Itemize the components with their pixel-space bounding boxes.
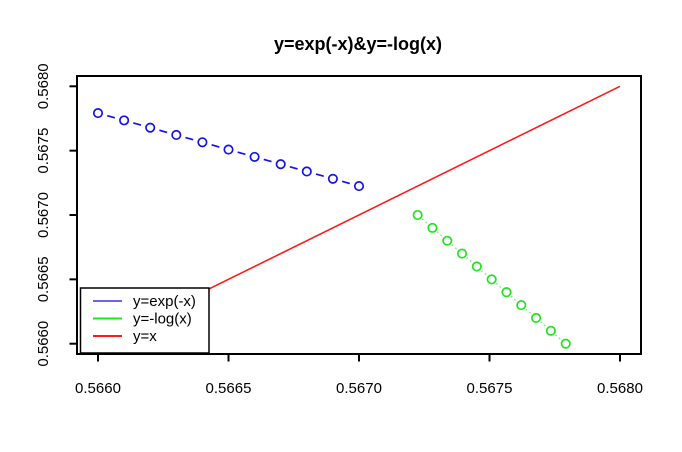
dot-segment (421, 218, 429, 225)
data-point (197, 137, 208, 148)
legend: y=exp(-x)y=-log(x)y=x (79, 287, 210, 354)
data-point (412, 209, 423, 221)
data-point (249, 151, 260, 162)
data-point (427, 222, 438, 233)
dot-segment (525, 308, 533, 315)
y-tick-label: 0.5675 (35, 128, 52, 174)
data-point (516, 300, 527, 311)
legend-entry-label: y=x (133, 328, 157, 345)
data-point (92, 108, 104, 119)
data-point (301, 166, 312, 177)
dot-segment (540, 321, 547, 328)
y-tick-label: 0.5660 (35, 321, 52, 367)
data-point (456, 248, 468, 259)
data-point (145, 122, 156, 133)
x-tick-label: 0.5675 (467, 380, 513, 397)
dash-segment (341, 180, 351, 185)
axes: 0.5660 0.5665 0.5670 0.5675 0.5680 0.5660 0.56… (35, 63, 643, 397)
y-tick-label: 0.5670 (35, 192, 52, 238)
series-neglog (412, 209, 571, 349)
dot-segment (495, 282, 503, 289)
dot-segment (466, 257, 473, 264)
dash-segment (315, 173, 324, 178)
data-point (171, 129, 182, 141)
dash-segment (237, 151, 246, 156)
data-point (353, 181, 365, 192)
data-point (545, 325, 556, 336)
data-point (486, 274, 497, 285)
dot-segment (480, 269, 488, 276)
x-tick-label: 0.5670 (336, 380, 382, 397)
dash-segment (289, 165, 298, 170)
series-exp (92, 108, 365, 192)
legend-entry-label: y=-log(x) (133, 311, 192, 328)
data-point (223, 144, 234, 155)
y-tick-label: 0.5665 (35, 256, 52, 302)
dash-segment (211, 144, 220, 148)
dash-segment (106, 114, 116, 119)
data-point (275, 159, 286, 170)
data-point (471, 261, 482, 272)
dash-segment (133, 122, 142, 126)
dot-segment (510, 295, 518, 302)
data-point (119, 115, 130, 126)
dash-segment (185, 136, 194, 141)
data-point (327, 173, 338, 184)
dot-segment (436, 231, 444, 238)
data-point (560, 338, 571, 349)
data-point (442, 235, 453, 246)
x-tick-label: 0.5665 (206, 380, 252, 397)
x-tick-label: 0.5680 (597, 380, 643, 397)
chart-title: y=exp(-x)&y=-log(x) (274, 34, 442, 54)
y-tick-label: 0.5680 (35, 63, 52, 109)
x-tick-label: 0.5660 (75, 380, 121, 397)
data-point (531, 312, 542, 324)
legend-box (79, 287, 210, 354)
dash-segment (263, 158, 272, 163)
legend-entry-label: y=exp(-x) (133, 293, 196, 310)
dash-segment (159, 129, 168, 134)
data-point (501, 287, 512, 298)
dot-segment (451, 244, 458, 251)
dot-segment (554, 334, 562, 341)
